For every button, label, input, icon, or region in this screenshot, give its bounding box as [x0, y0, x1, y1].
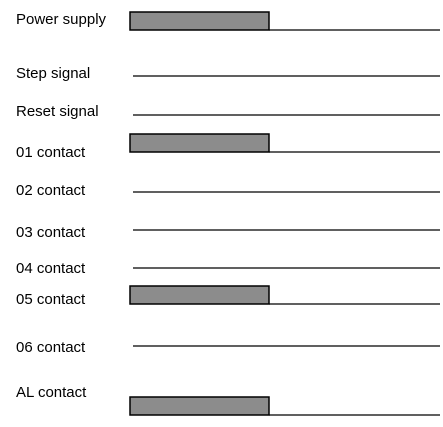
pulse-01-contact — [129, 133, 270, 153]
row-label-reset-signal: Reset signal — [16, 103, 99, 120]
row-label-06-contact: 06 contact — [16, 339, 86, 356]
row-label-03-contact: 03 contact — [16, 224, 86, 241]
row-label-al-contact: AL contact — [16, 384, 87, 401]
row-label-01-contact: 01 contact — [16, 144, 86, 161]
pulse-05-contact — [129, 285, 270, 305]
row-label-05-contact: 05 contact — [16, 291, 86, 308]
pulse-al-contact — [129, 396, 270, 416]
pulse-power-supply — [129, 11, 270, 31]
row-label-02-contact: 02 contact — [16, 182, 86, 199]
row-label-04-contact: 04 contact — [16, 260, 86, 277]
row-label-step-signal: Step signal — [16, 65, 91, 82]
row-label-power-supply: Power supply — [16, 11, 107, 28]
